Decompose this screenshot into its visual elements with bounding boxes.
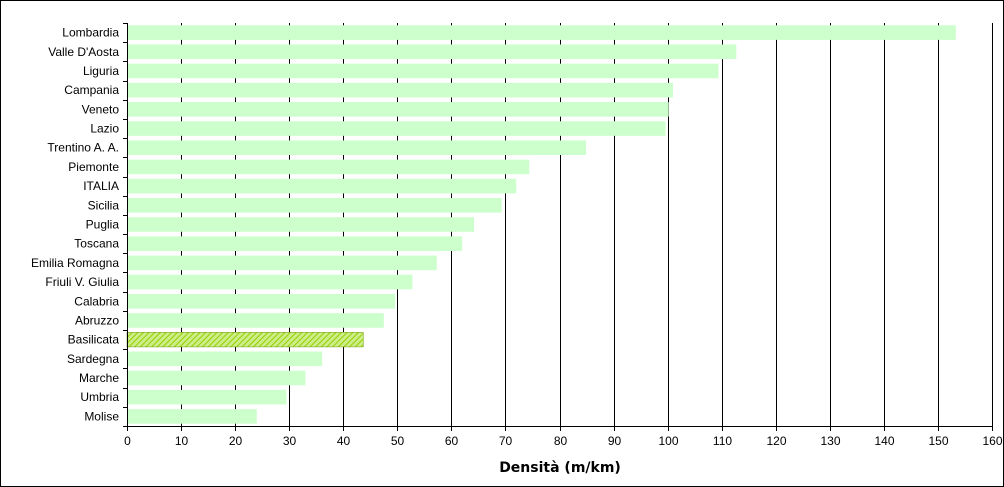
- x-tick-label: 110: [713, 434, 732, 448]
- bar-basilicata: [126, 332, 364, 348]
- bar-lombardia: [127, 25, 956, 40]
- category-label: Liguria: [83, 64, 119, 78]
- category-label: Lombardia: [62, 26, 119, 40]
- category-label: Marche: [79, 371, 119, 385]
- x-tick-label: 0: [124, 434, 131, 448]
- bar-toscana: [127, 236, 463, 251]
- x-tick-label: 120: [766, 434, 786, 448]
- bar-umbria: [127, 389, 287, 405]
- category-label: Lazio: [90, 122, 119, 136]
- bar-abruzzo: [127, 313, 384, 328]
- category-label: Puglia: [86, 218, 120, 232]
- category-label: ITALIA: [83, 179, 119, 193]
- category-label: Campania: [64, 83, 119, 97]
- axes: [123, 23, 993, 431]
- x-tick-label: 100: [658, 434, 678, 448]
- bar-veneto: [127, 102, 669, 117]
- category-label: Trentino A. A.: [47, 141, 119, 155]
- x-tick-label: 50: [391, 434, 405, 448]
- bar-emilia-romagna: [127, 255, 437, 271]
- category-label: Emilia Romagna: [31, 256, 119, 270]
- category-label: Valle D'Aosta: [48, 45, 119, 59]
- bar-valle-d-aosta: [127, 44, 737, 60]
- x-tick-label: 20: [229, 434, 243, 448]
- bar-liguria: [127, 63, 719, 79]
- category-label: Calabria: [74, 294, 119, 308]
- x-tick-label: 40: [337, 434, 351, 448]
- x-tick-label: 70: [499, 434, 513, 448]
- bar-trentino-a-a: [127, 140, 586, 156]
- category-label: Molise: [84, 409, 119, 423]
- category-label: Sicilia: [88, 198, 120, 212]
- bar-sardegna: [127, 351, 323, 367]
- category-label: Abruzzo: [75, 313, 119, 327]
- x-tick-label: 80: [554, 434, 568, 448]
- category-label: Umbria: [80, 390, 119, 404]
- x-tick-label: 130: [820, 434, 840, 448]
- bar-molise: [127, 409, 257, 424]
- bar-italia: [127, 178, 517, 194]
- category-label: Piemonte: [68, 160, 119, 174]
- bar-puglia: [127, 217, 475, 232]
- bar-marche: [127, 370, 306, 386]
- bar-sicilia: [127, 198, 502, 213]
- x-tick-label: 10: [175, 434, 189, 448]
- x-tick-label: 60: [445, 434, 459, 448]
- bar-lazio: [127, 121, 666, 136]
- category-label: Veneto: [82, 102, 120, 116]
- category-label: Sardegna: [67, 352, 119, 366]
- bar-campania: [127, 82, 674, 98]
- bar-friuli-v-giulia: [127, 274, 413, 290]
- x-tick-label: 30: [283, 434, 297, 448]
- category-label: Basilicata: [68, 333, 120, 347]
- labels: Lombardia Valle D'Aosta Liguria Campania Ven…: [31, 26, 1003, 448]
- x-tick-label: 160: [982, 434, 1002, 448]
- category-label: Friuli V. Giulia: [45, 275, 119, 289]
- x-tick-label: 150: [928, 434, 948, 448]
- bar-piemonte: [127, 159, 530, 175]
- bars: [126, 25, 956, 424]
- x-tick-label: 90: [608, 434, 622, 448]
- bar-calabria: [127, 293, 396, 309]
- category-label: Toscana: [74, 237, 119, 251]
- x-tick-label: 140: [874, 434, 894, 448]
- x-axis-title: Densità (m/km): [499, 460, 621, 476]
